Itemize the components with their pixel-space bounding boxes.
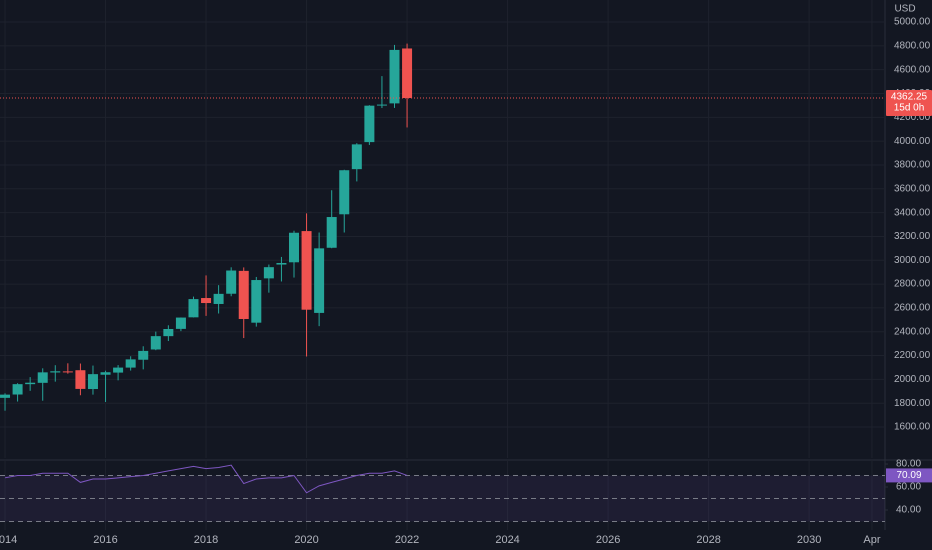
candle-body bbox=[100, 372, 111, 375]
candle-body bbox=[376, 104, 387, 106]
y-tick-label: 2800.00 bbox=[894, 279, 931, 290]
candle-body bbox=[213, 293, 224, 304]
candle-body bbox=[263, 267, 274, 279]
candle-body bbox=[238, 270, 249, 319]
candle-body bbox=[402, 48, 413, 99]
candle-body bbox=[125, 359, 136, 368]
x-tick-label: 2030 bbox=[797, 534, 821, 546]
y-tick-label: 1600.00 bbox=[894, 422, 931, 433]
x-tick-label: 2022 bbox=[395, 534, 419, 546]
y-tick-label: 4600.00 bbox=[894, 64, 931, 75]
candle-body bbox=[288, 232, 299, 263]
y-tick-label: 5000.00 bbox=[894, 17, 931, 28]
candle-body bbox=[138, 350, 149, 360]
rsi-tag bbox=[886, 468, 932, 483]
candle-body bbox=[50, 371, 61, 373]
y-tick-label: 2600.00 bbox=[894, 303, 931, 314]
y-tick-label: 1800.00 bbox=[894, 398, 931, 409]
x-tick-label: Apr bbox=[863, 534, 880, 546]
candle-body bbox=[175, 317, 186, 329]
unit-label: USD bbox=[894, 4, 915, 15]
candle-body bbox=[339, 170, 350, 215]
last-price-label: 4362.25 bbox=[891, 92, 928, 103]
candle-body bbox=[364, 105, 375, 143]
y-tick-label: 60.00 bbox=[896, 482, 921, 493]
x-tick-label: 2014 bbox=[0, 534, 17, 546]
x-tick-label: 2020 bbox=[294, 534, 318, 546]
last-price-tag bbox=[886, 90, 932, 117]
candle-body bbox=[276, 263, 287, 265]
candle-body bbox=[25, 382, 36, 385]
candle-body bbox=[188, 299, 199, 318]
y-tick-label: 3800.00 bbox=[894, 160, 931, 171]
candle-body bbox=[150, 336, 161, 350]
y-tick-label: 40.00 bbox=[896, 505, 921, 516]
y-tick-label: 2400.00 bbox=[894, 326, 931, 337]
x-tick-label: 2016 bbox=[93, 534, 117, 546]
x-tick-label: 2026 bbox=[596, 534, 620, 546]
x-tick-label: 2024 bbox=[495, 534, 519, 546]
candle-body bbox=[12, 384, 23, 395]
candle-body bbox=[62, 371, 73, 373]
candle-body bbox=[301, 231, 312, 310]
candle-body bbox=[326, 217, 337, 248]
candle-body bbox=[314, 248, 325, 313]
candle-body bbox=[37, 372, 48, 383]
candle-body bbox=[113, 367, 124, 373]
y-tick-label: 4000.00 bbox=[894, 136, 931, 147]
candle-body bbox=[389, 49, 400, 104]
candle-body bbox=[87, 374, 98, 390]
candle-body bbox=[226, 270, 237, 294]
y-tick-label: 4200.00 bbox=[894, 112, 931, 123]
candle-body bbox=[0, 394, 11, 398]
y-tick-label: 80.00 bbox=[896, 459, 921, 470]
candle-body bbox=[163, 328, 174, 337]
y-tick-label: 3200.00 bbox=[894, 231, 931, 242]
countdown-label: 15d 0h bbox=[894, 103, 925, 114]
y-tick-label: 3400.00 bbox=[894, 207, 931, 218]
candle-body bbox=[201, 298, 212, 304]
candle-body bbox=[75, 370, 86, 389]
y-tick-label: 2000.00 bbox=[894, 374, 931, 385]
x-tick-label: 2018 bbox=[194, 534, 218, 546]
candle-body bbox=[351, 144, 362, 170]
rsi-line bbox=[4, 464, 408, 494]
y-tick-label: 3600.00 bbox=[894, 183, 931, 194]
x-tick-label: 2028 bbox=[696, 534, 720, 546]
y-tick-label: 2200.00 bbox=[894, 350, 931, 361]
y-tick-label: 4800.00 bbox=[894, 41, 931, 52]
rsi-value-label: 70.09 bbox=[896, 470, 921, 481]
y-tick-label: 3000.00 bbox=[894, 255, 931, 266]
candle-body bbox=[251, 280, 262, 323]
